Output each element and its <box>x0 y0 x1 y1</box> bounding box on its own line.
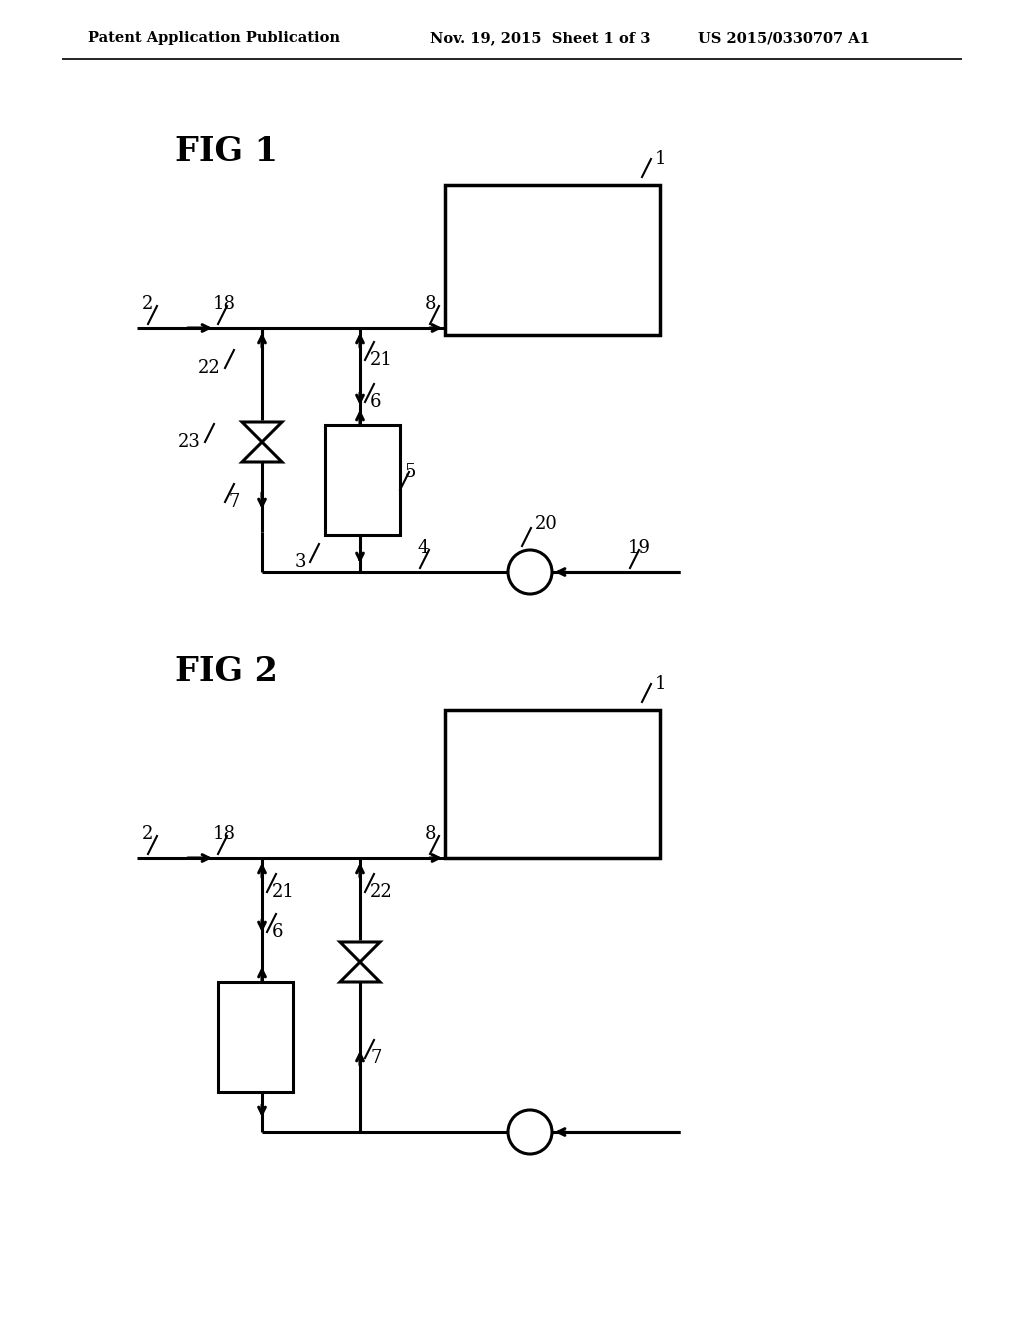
Text: Patent Application Publication: Patent Application Publication <box>88 30 340 45</box>
Text: 22: 22 <box>370 883 393 902</box>
Text: 2: 2 <box>142 294 154 313</box>
Text: 23: 23 <box>178 433 201 451</box>
Polygon shape <box>242 442 282 462</box>
Text: 7: 7 <box>370 1049 381 1067</box>
Text: 21: 21 <box>370 351 393 370</box>
Text: 4: 4 <box>418 539 429 557</box>
Bar <box>325 425 400 535</box>
Circle shape <box>508 550 552 594</box>
Text: Nov. 19, 2015  Sheet 1 of 3: Nov. 19, 2015 Sheet 1 of 3 <box>430 30 650 45</box>
Text: 8: 8 <box>425 825 436 843</box>
Text: 6: 6 <box>370 393 382 411</box>
Text: 21: 21 <box>272 883 295 902</box>
Text: US 2015/0330707 A1: US 2015/0330707 A1 <box>698 30 869 45</box>
Polygon shape <box>340 962 380 982</box>
Polygon shape <box>242 422 282 442</box>
Text: 1: 1 <box>655 150 667 168</box>
Text: 18: 18 <box>213 294 236 313</box>
Bar <box>218 982 293 1092</box>
Text: 1: 1 <box>655 675 667 693</box>
Bar <box>445 710 660 858</box>
Bar <box>445 185 660 335</box>
Text: 6: 6 <box>272 923 284 941</box>
Text: 3: 3 <box>295 553 306 572</box>
Text: 7: 7 <box>228 492 240 511</box>
Text: FIG 1: FIG 1 <box>175 135 278 168</box>
Text: 2: 2 <box>142 825 154 843</box>
Circle shape <box>508 1110 552 1154</box>
Text: 5: 5 <box>406 463 417 480</box>
Text: 22: 22 <box>198 359 221 378</box>
Polygon shape <box>340 942 380 962</box>
Text: 18: 18 <box>213 825 236 843</box>
Text: 8: 8 <box>425 294 436 313</box>
Text: 19: 19 <box>628 539 651 557</box>
Text: FIG 2: FIG 2 <box>175 655 278 688</box>
Text: 20: 20 <box>535 515 558 533</box>
